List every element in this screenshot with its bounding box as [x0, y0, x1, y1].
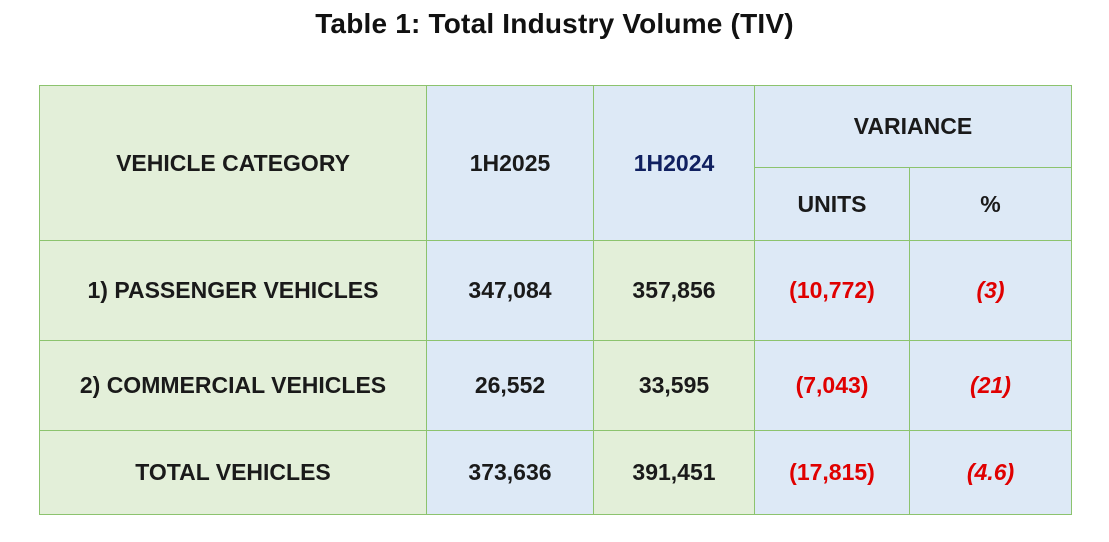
header-variance: VARIANCE — [753, 85, 1073, 168]
row-category: 1) PASSENGER VEHICLES — [39, 240, 427, 341]
table-row-total: TOTAL VEHICLES 373,636 391,451 (17,815) … — [39, 430, 1073, 515]
cell-variance-units: (10,772) — [754, 240, 910, 341]
cell-variance-percent: (4.6) — [908, 430, 1073, 515]
cell-1h2024: 357,856 — [593, 240, 755, 341]
table-row: 2) COMMERCIAL VEHICLES 26,552 33,595 (7,… — [39, 340, 1073, 431]
header-1h2024: 1H2024 — [593, 85, 755, 241]
cell-1h2024: 391,451 — [593, 430, 755, 515]
cell-variance-percent: (21) — [908, 340, 1073, 431]
row-category-total: TOTAL VEHICLES — [39, 430, 427, 515]
table-row: 1) PASSENGER VEHICLES 347,084 357,856 (1… — [39, 240, 1073, 341]
header-row-top: VEHICLE CATEGORY 1H2025 1H2024 VARIANCE — [39, 85, 1073, 241]
header-percent: % — [908, 167, 1073, 241]
cell-1h2025: 26,552 — [426, 340, 594, 431]
cell-variance-units: (17,815) — [754, 430, 910, 515]
cell-1h2024: 33,595 — [593, 340, 755, 431]
cell-variance-units: (7,043) — [754, 340, 910, 431]
tiv-table: VEHICLE CATEGORY 1H2025 1H2024 VARIANCE … — [39, 85, 1073, 515]
cell-1h2025: 347,084 — [426, 240, 594, 341]
header-row-bottom: UNITS % — [40, 167, 1073, 241]
header-vehicle-category: VEHICLE CATEGORY — [39, 85, 427, 241]
cell-variance-percent: (3) — [908, 240, 1073, 341]
header-1h2025: 1H2025 — [426, 85, 594, 241]
row-category: 2) COMMERCIAL VEHICLES — [39, 340, 427, 431]
table-title: Table 1: Total Industry Volume (TIV) — [315, 8, 794, 39]
cell-1h2025: 373,636 — [426, 430, 594, 515]
header-units: UNITS — [754, 167, 910, 241]
